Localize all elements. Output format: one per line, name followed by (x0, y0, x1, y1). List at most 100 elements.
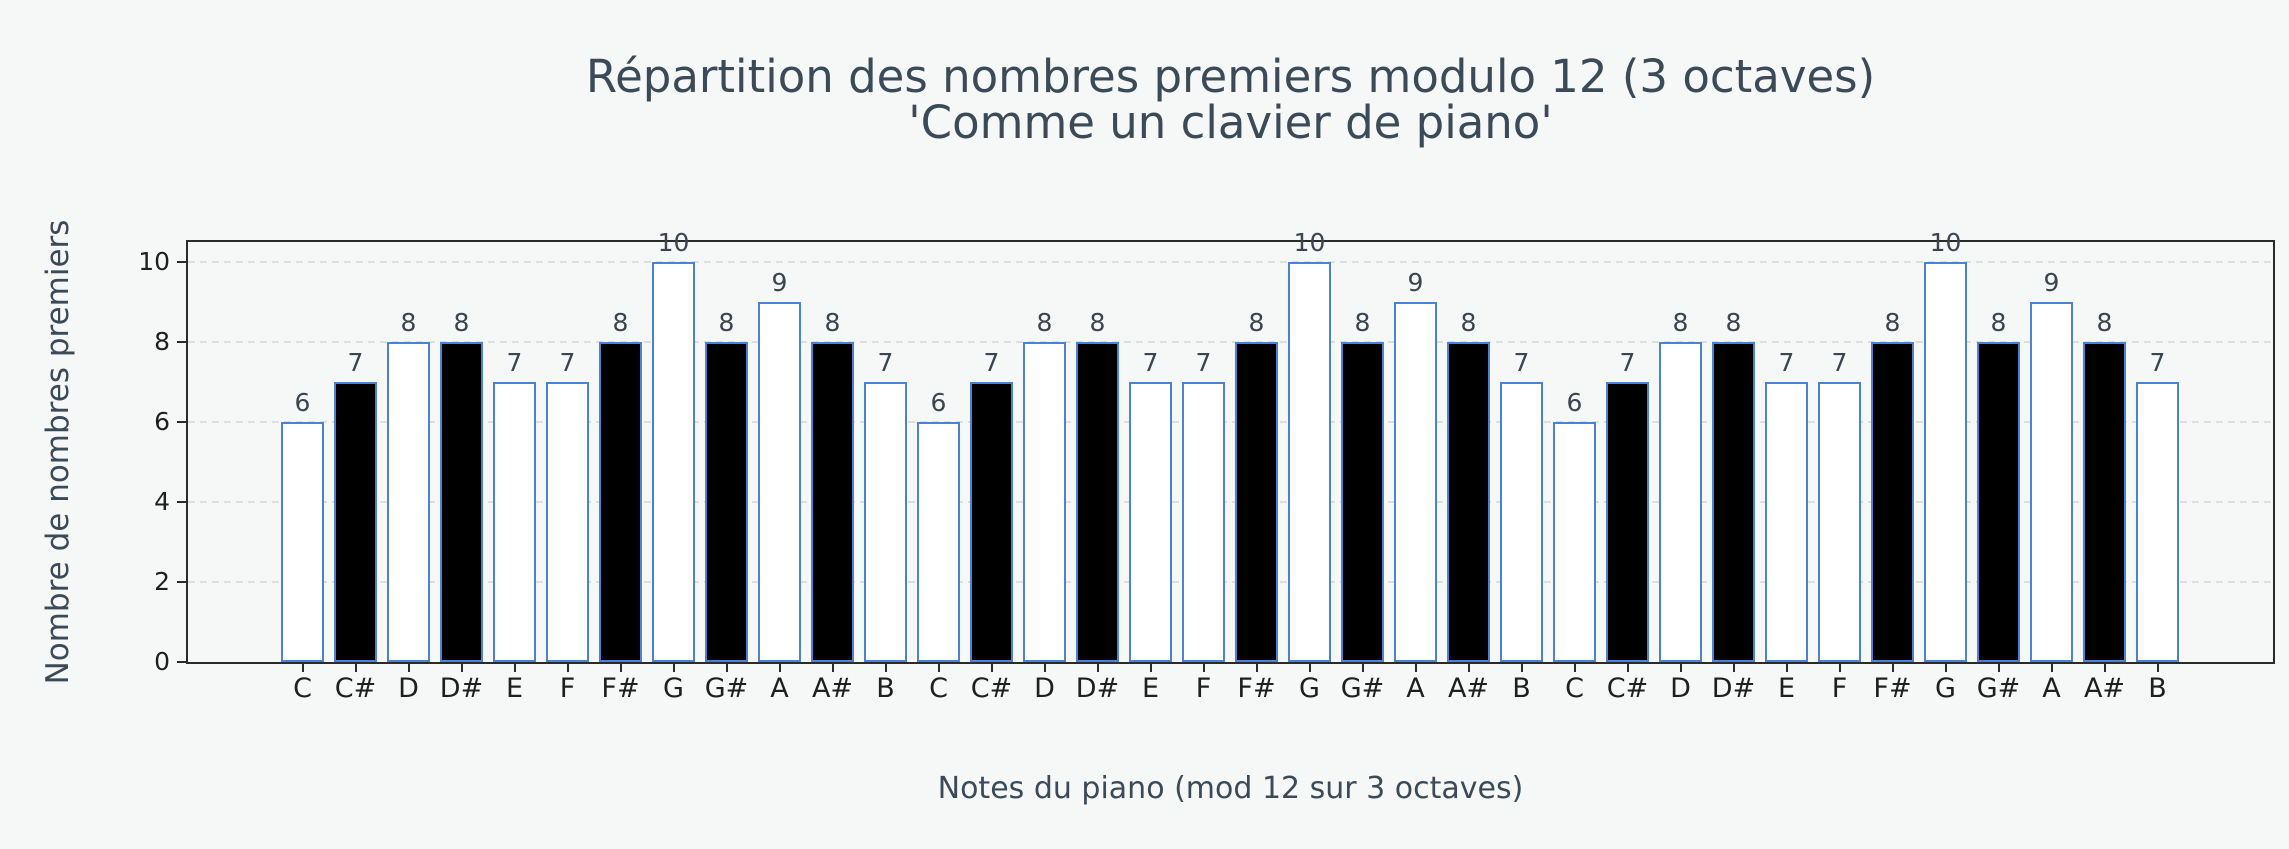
x-tick-label: G# (704, 673, 749, 704)
y-tick-label-10: 10 (138, 247, 170, 276)
x-tick-label: B (1512, 673, 1531, 704)
bar-value-label: 9 (1407, 268, 1424, 297)
bar-a-1 (758, 302, 801, 662)
x-tick-label: E (505, 673, 524, 704)
y-tick-mark-2 (177, 581, 186, 583)
x-tick-label: D# (1711, 673, 1756, 704)
bar-g#-3 (1977, 342, 2020, 662)
x-tick-mark (407, 664, 410, 672)
bar-d-1 (387, 342, 430, 662)
x-tick-mark (884, 664, 887, 672)
x-tick-label: D (398, 673, 419, 704)
bar-a#-1 (811, 342, 854, 662)
bar-value-label: 8 (1884, 308, 1901, 337)
x-tick-label: G# (1340, 673, 1385, 704)
x-tick-mark (1149, 664, 1152, 672)
bar-value-label: 9 (2043, 268, 2060, 297)
bar-g#-2 (1341, 342, 1384, 662)
bar-value-label: 7 (1513, 348, 1530, 377)
x-tick-label: A (770, 673, 789, 704)
bar-value-label: 7 (559, 348, 576, 377)
x-tick-label: F# (601, 673, 640, 704)
x-tick-label: C (293, 673, 312, 704)
gridline-y10 (188, 261, 2273, 263)
x-tick-mark (1255, 664, 1258, 672)
bar-b-1 (864, 382, 907, 662)
bar-d-3 (1659, 342, 1702, 662)
bar-f-1 (546, 382, 589, 662)
bar-value-label: 7 (506, 348, 523, 377)
bar-b-3 (2136, 382, 2179, 662)
bar-c-2 (917, 422, 960, 662)
x-tick-mark (1361, 664, 1364, 672)
x-tick-mark (937, 664, 940, 672)
x-tick-mark (1732, 664, 1735, 672)
x-axis-label: Notes du piano (mod 12 sur 3 octaves) (937, 771, 1524, 806)
x-tick-label: D (1034, 673, 1055, 704)
x-tick-label: F (1195, 673, 1212, 704)
y-tick-mark-4 (177, 501, 186, 503)
x-tick-label: C# (1606, 673, 1649, 704)
bar-d-2 (1023, 342, 1066, 662)
x-tick-mark (513, 664, 516, 672)
bar-f#-3 (1871, 342, 1914, 662)
bar-value-label: 8 (400, 308, 417, 337)
x-tick-label: C# (334, 673, 377, 704)
x-tick-label: C# (970, 673, 1013, 704)
x-tick-mark (1043, 664, 1046, 672)
x-tick-mark (1679, 664, 1682, 672)
bar-c#-3 (1606, 382, 1649, 662)
x-tick-label: E (1141, 673, 1160, 704)
x-tick-mark (1573, 664, 1576, 672)
x-tick-label: G (1935, 673, 1956, 704)
bar-value-label: 7 (1831, 348, 1848, 377)
x-tick-label: E (1777, 673, 1796, 704)
x-tick-label: F# (1873, 673, 1912, 704)
x-tick-label: G (663, 673, 684, 704)
x-tick-mark (354, 664, 357, 672)
x-tick-label: A# (811, 673, 854, 704)
bar-value-label: 10 (1929, 228, 1962, 257)
x-tick-mark (566, 664, 569, 672)
x-tick-mark (1891, 664, 1894, 672)
bar-value-label: 7 (1142, 348, 1159, 377)
x-tick-mark (2156, 664, 2159, 672)
bar-a#-2 (1447, 342, 1490, 662)
x-tick-label: D# (1075, 673, 1120, 704)
bar-d#-2 (1076, 342, 1119, 662)
bar-value-label: 8 (824, 308, 841, 337)
bar-c-3 (1553, 422, 1596, 662)
bar-e-1 (493, 382, 536, 662)
y-tick-label-6: 6 (154, 407, 170, 436)
x-tick-mark (2103, 664, 2106, 672)
bar-value-label: 8 (1248, 308, 1265, 337)
gridline-y2 (188, 581, 2273, 583)
x-tick-label: D (1670, 673, 1691, 704)
bar-g#-1 (705, 342, 748, 662)
x-tick-label: C (929, 673, 948, 704)
y-tick-label-2: 2 (154, 567, 170, 596)
x-tick-mark (672, 664, 675, 672)
x-tick-mark (460, 664, 463, 672)
bar-value-label: 7 (347, 348, 364, 377)
gridline-y8 (188, 341, 2273, 343)
x-tick-label: A# (1447, 673, 1490, 704)
bar-c#-2 (970, 382, 1013, 662)
x-tick-mark (1944, 664, 1947, 672)
bar-a-2 (1394, 302, 1437, 662)
bar-a-3 (2030, 302, 2073, 662)
bar-value-label: 10 (1293, 228, 1326, 257)
bar-value-label: 8 (1460, 308, 1477, 337)
y-axis-label: Nombre de nombres premiers (40, 219, 76, 685)
gridline-y6 (188, 421, 2273, 423)
x-tick-label: D# (439, 673, 484, 704)
bar-value-label: 8 (1672, 308, 1689, 337)
chart-subtitle: 'Comme un clavier de piano' (908, 96, 1553, 149)
x-tick-label: B (2148, 673, 2167, 704)
x-tick-mark (1202, 664, 1205, 672)
bar-a#-3 (2083, 342, 2126, 662)
bar-f-3 (1818, 382, 1861, 662)
x-tick-mark (619, 664, 622, 672)
bar-d#-3 (1712, 342, 1755, 662)
